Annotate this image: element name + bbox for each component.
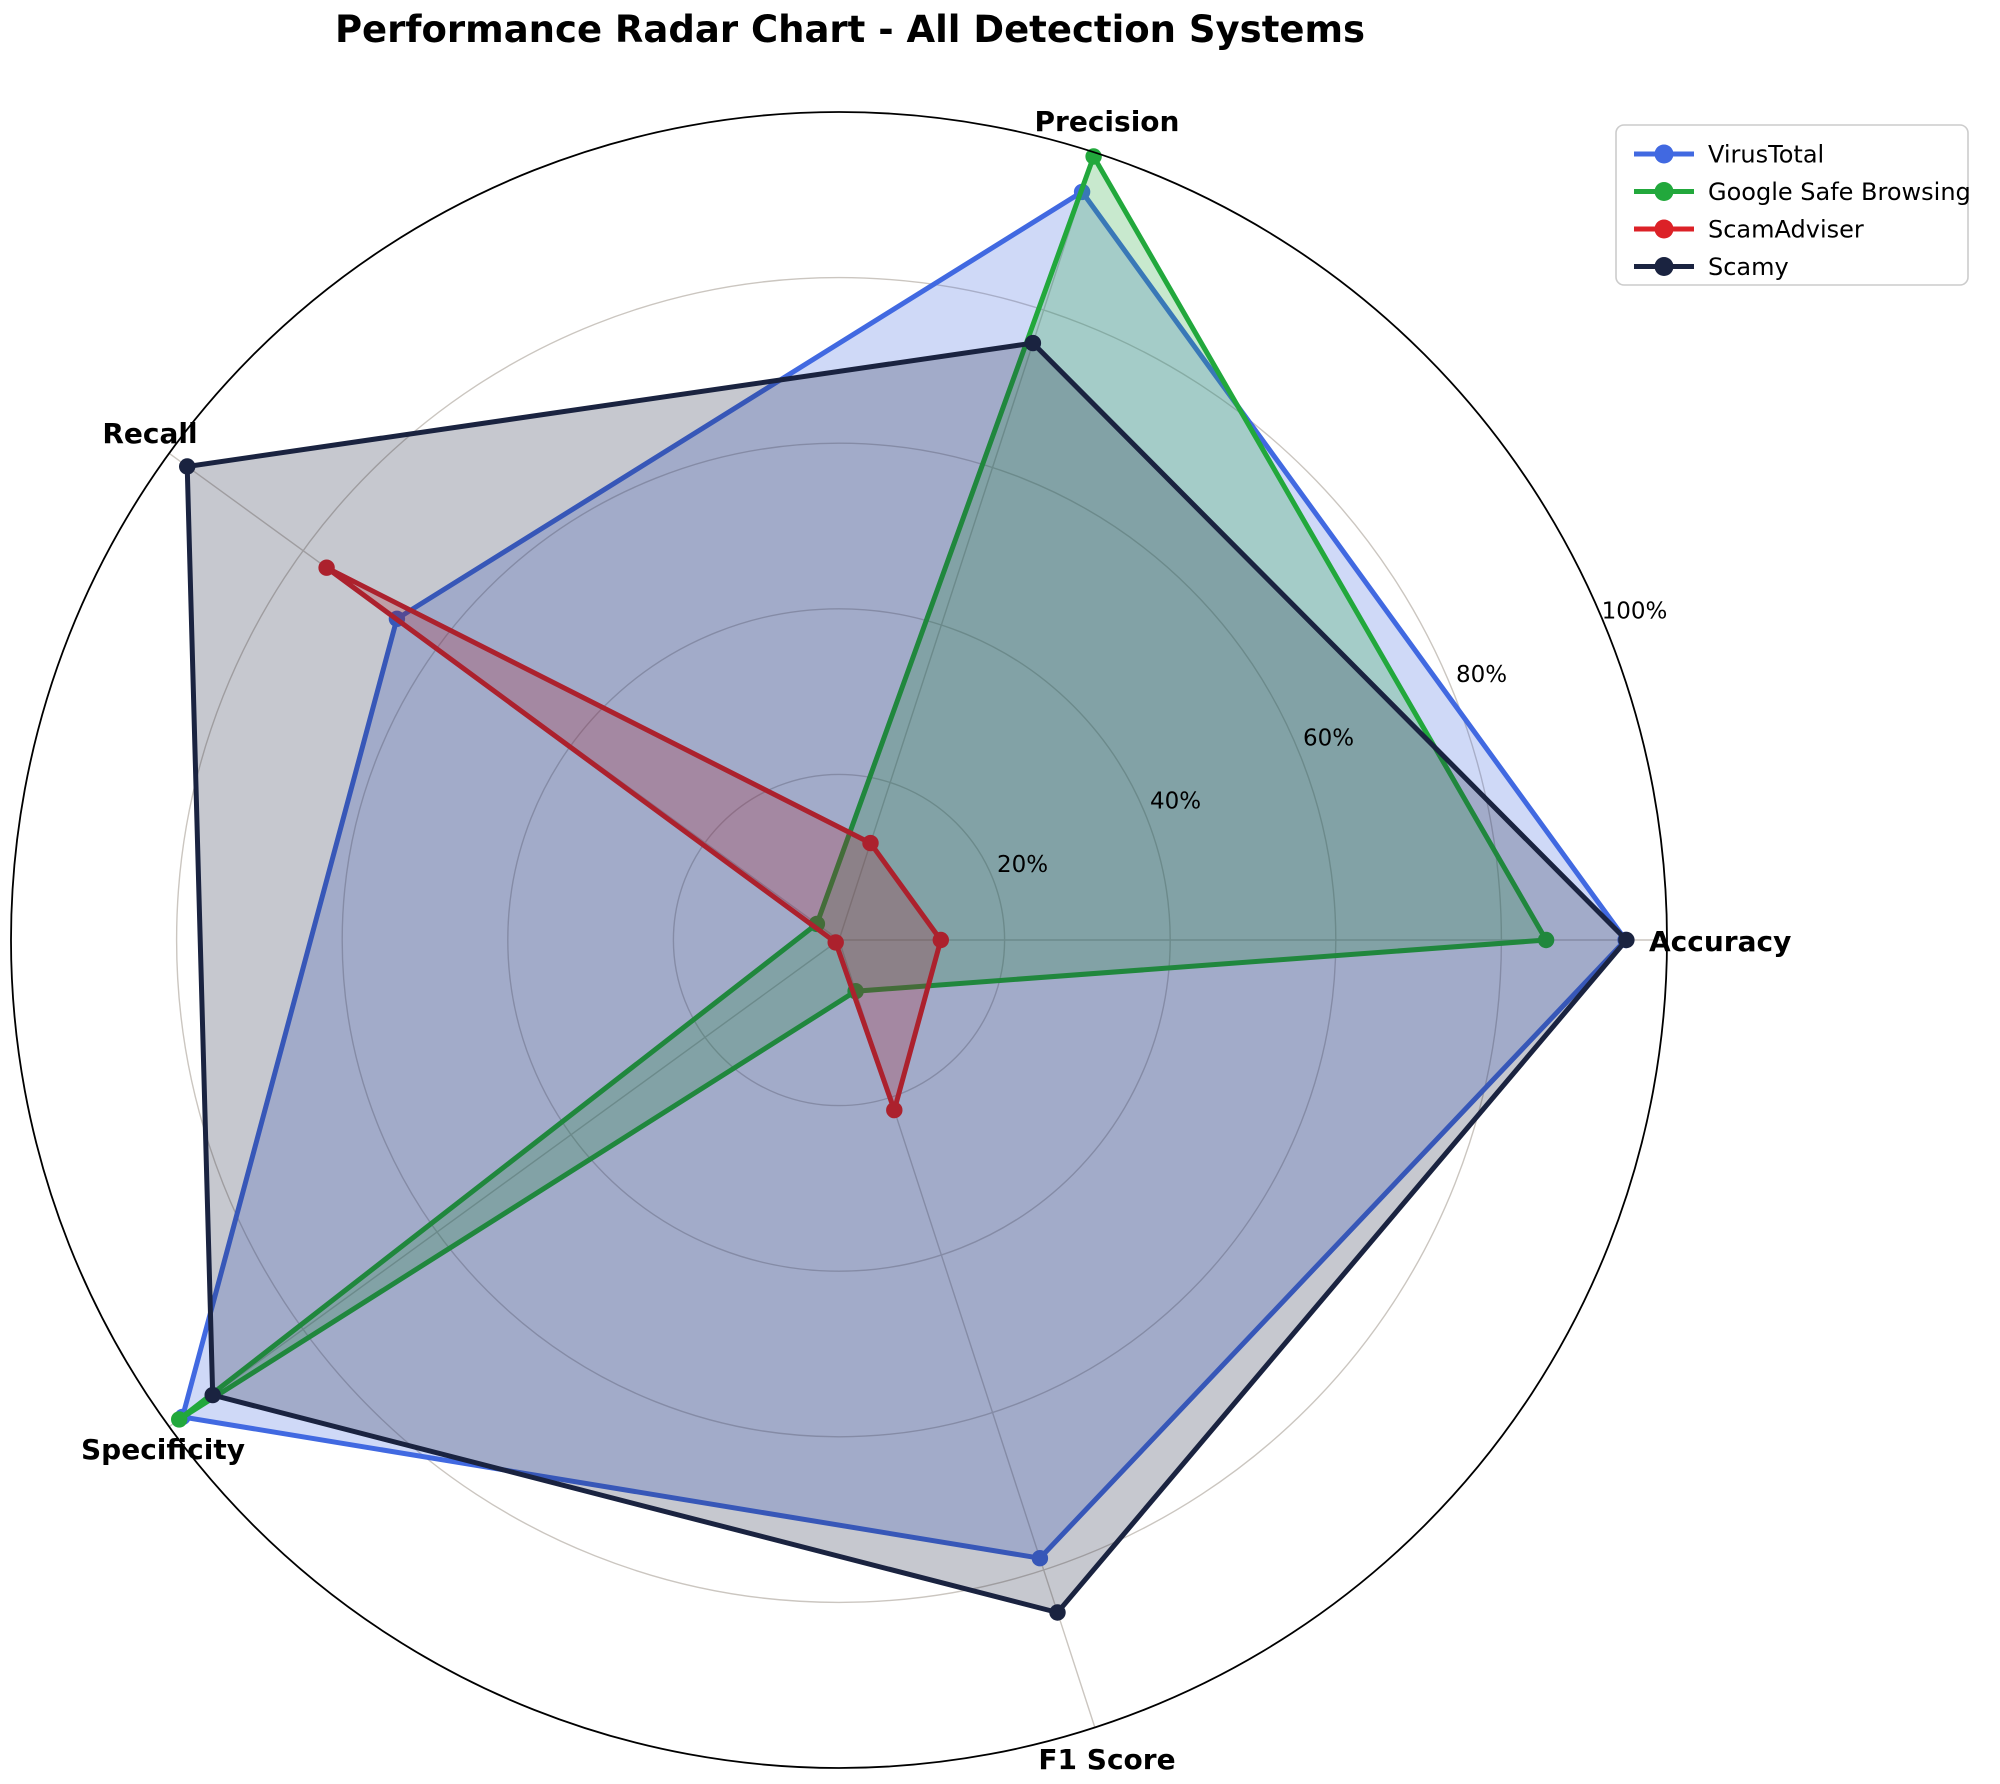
radial-tick-label: 80% [1456, 662, 1507, 688]
data-point-scamadviser-recall [318, 559, 335, 576]
data-point-scamadviser-accuracy [932, 931, 949, 949]
legend-item-label: VirusTotal [1708, 141, 1824, 169]
legend-marker-icon-scamy [1654, 257, 1674, 276]
data-point-scamy-precision [1024, 334, 1042, 352]
outer-ring [10, 111, 1668, 1769]
axis-label-specificity: Specificity [81, 1433, 245, 1466]
legend-item-label: Scamy [1708, 253, 1789, 281]
data-point-virustotal-f1-score [1031, 1550, 1049, 1567]
data-point-google-safe-browsing-accuracy [1537, 931, 1555, 949]
axis-label-f1-score: F1 Score [1038, 1743, 1175, 1776]
data-point-scamadviser-f1-score [886, 1101, 903, 1119]
data-point-scamy-f1-score [1049, 1604, 1066, 1621]
legend-item-label: Google Safe Browsing [1708, 178, 1971, 206]
data-point-scamadviser-specificity [827, 934, 844, 951]
series-polygon-google-safe-browsing [177, 150, 1551, 1422]
axis-label-recall: Recall [102, 417, 197, 450]
axis-label-accuracy: Accuracy [1649, 925, 1791, 958]
legend-marker-icon-virustotal [1654, 144, 1674, 164]
data-point-scamy-accuracy [1618, 931, 1635, 949]
data-point-scamy-recall [179, 458, 196, 475]
radial-tick-label: 40% [1150, 789, 1201, 815]
series-polygon-scamy [184, 340, 1630, 1616]
data-point-scamadviser-precision [862, 834, 879, 852]
axis-spoke-specificity [168, 939, 840, 1428]
axis-spoke-precision [838, 152, 1096, 941]
legend-box [1615, 124, 1969, 286]
data-point-google-safe-browsing-precision [1085, 148, 1102, 165]
series-polygon-virustotal [179, 188, 1629, 1561]
data-point-google-safe-browsing-specificity [171, 1411, 188, 1428]
radial-tick-label: 100% [1602, 599, 1668, 625]
radial-tick-label: 20% [997, 852, 1048, 878]
series-polygon-scamadviser [325, 565, 944, 1119]
legend-marker-icon-scamadviser [1654, 219, 1674, 239]
axis-label-precision: Precision [1035, 105, 1180, 138]
legend-marker-icon-google-safe-browsing [1654, 182, 1674, 201]
chart-title: Performance Radar Chart - All Detection … [334, 8, 1366, 51]
data-point-scamy-specificity [204, 1386, 221, 1404]
radial-tick-label: 60% [1303, 725, 1354, 751]
legend-item-label: ScamAdviser [1708, 216, 1864, 244]
